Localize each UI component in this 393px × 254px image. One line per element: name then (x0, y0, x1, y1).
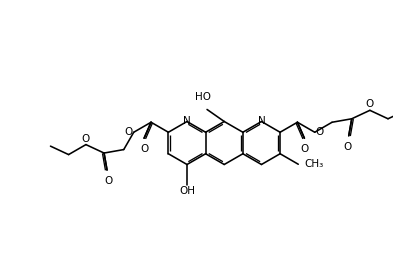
Text: O: O (104, 176, 112, 186)
Text: HO: HO (195, 92, 211, 102)
Text: O: O (82, 134, 90, 144)
Text: N: N (183, 117, 191, 126)
Text: O: O (316, 127, 324, 137)
Text: N: N (257, 117, 265, 126)
Text: O: O (125, 127, 133, 137)
Text: O: O (140, 144, 148, 154)
Text: O: O (366, 99, 374, 109)
Text: OH: OH (179, 186, 195, 197)
Text: O: O (343, 142, 352, 152)
Text: CH₃: CH₃ (304, 159, 323, 169)
Text: O: O (300, 144, 309, 154)
